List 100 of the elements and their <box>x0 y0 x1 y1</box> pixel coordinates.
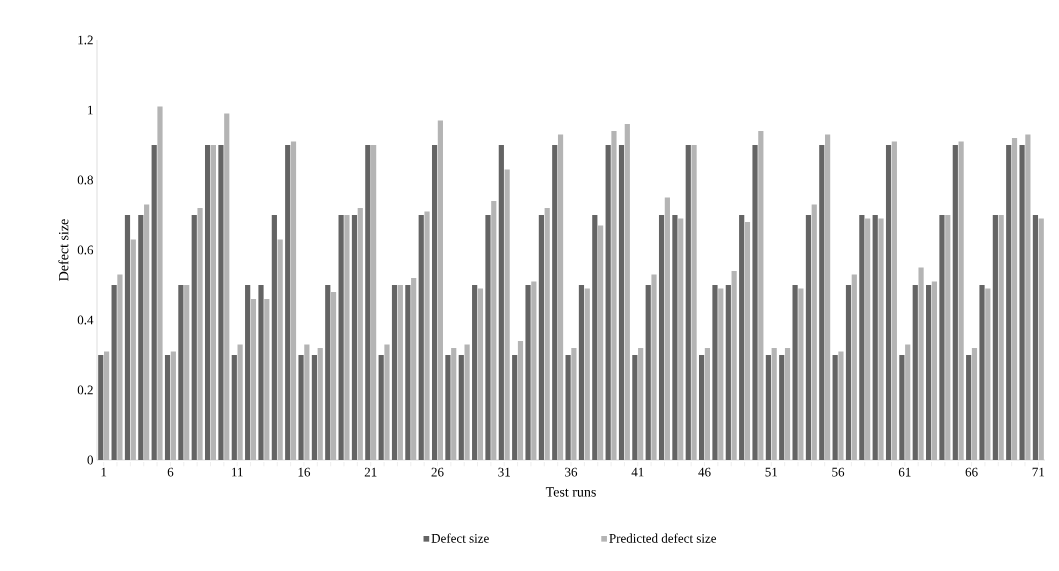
bar <box>351 215 358 460</box>
bar <box>517 341 524 460</box>
bar <box>491 201 497 460</box>
bar <box>912 285 918 460</box>
bar <box>464 344 470 460</box>
bar <box>611 131 617 460</box>
bar <box>504 169 510 460</box>
bar <box>878 218 884 460</box>
bar <box>237 344 243 460</box>
bar <box>512 355 518 460</box>
bar <box>685 145 691 460</box>
bar <box>1019 145 1025 460</box>
bar <box>264 299 270 460</box>
bar <box>498 145 504 460</box>
bar <box>851 274 857 460</box>
bar <box>103 351 110 460</box>
bar <box>918 267 924 460</box>
bar <box>651 274 657 460</box>
bar <box>678 218 684 460</box>
bar <box>811 204 817 460</box>
bar <box>725 285 731 460</box>
bar <box>718 288 724 460</box>
bar <box>752 145 758 460</box>
bar <box>311 355 318 460</box>
bar <box>658 215 665 460</box>
bar <box>859 215 865 460</box>
x-tick-label: 26 <box>431 467 444 477</box>
bar <box>592 215 598 460</box>
bar <box>544 208 550 460</box>
bar <box>712 285 718 460</box>
bar <box>290 141 297 460</box>
bar <box>865 218 871 460</box>
bar <box>304 344 310 460</box>
bar <box>205 145 211 460</box>
x-tick-label: 1 <box>101 467 107 477</box>
bar <box>391 285 398 460</box>
bar <box>931 281 938 460</box>
bar <box>170 351 176 460</box>
bar <box>1011 138 1018 460</box>
bar <box>744 222 751 460</box>
legend-label: Defect size <box>431 533 489 543</box>
bar <box>598 225 604 460</box>
bar <box>151 145 157 460</box>
bar <box>111 285 117 460</box>
bar <box>731 271 737 460</box>
bar <box>317 348 323 460</box>
bar <box>845 285 852 460</box>
bar <box>872 215 878 460</box>
x-tick-label: 66 <box>965 467 978 477</box>
x-tick-label: 6 <box>167 467 174 477</box>
bar <box>184 285 190 460</box>
bar <box>992 215 998 460</box>
x-tick-label: 71 <box>1032 467 1045 477</box>
bar <box>411 278 417 460</box>
bar <box>271 215 277 460</box>
bar <box>424 211 430 460</box>
bar <box>899 355 905 460</box>
bar <box>338 215 344 460</box>
bar <box>525 285 531 460</box>
bar <box>178 285 184 460</box>
bar <box>945 215 951 460</box>
bar <box>1038 218 1044 460</box>
bar <box>565 355 571 460</box>
bar <box>164 355 171 460</box>
bar <box>418 215 424 460</box>
bar <box>672 215 678 460</box>
bar <box>285 145 291 460</box>
bar <box>557 134 564 460</box>
bar <box>699 355 705 460</box>
bar <box>891 141 897 460</box>
bar <box>245 285 251 460</box>
bar <box>538 215 544 460</box>
bar <box>277 239 283 460</box>
bar <box>445 355 451 460</box>
bar <box>825 134 831 460</box>
bar <box>157 106 163 460</box>
y-tick-label: 0.2 <box>77 385 93 395</box>
x-tick-label: 31 <box>498 467 510 477</box>
bar <box>578 285 585 460</box>
bar <box>739 215 745 460</box>
bar <box>531 281 537 460</box>
y-tick-label: 1 <box>88 105 93 115</box>
bar <box>397 285 403 460</box>
bar <box>571 348 577 460</box>
bar <box>758 131 764 460</box>
x-tick-label: 36 <box>565 467 578 477</box>
bar <box>704 348 711 460</box>
bar <box>645 285 651 460</box>
x-axis-title: Test runs <box>545 487 596 497</box>
bar <box>365 145 371 460</box>
bar <box>472 285 478 460</box>
bar <box>378 355 384 460</box>
bar <box>792 285 798 460</box>
bar <box>485 215 491 460</box>
bar <box>1025 134 1031 460</box>
bar <box>584 288 590 460</box>
y-tick-label: 1.2 <box>78 35 93 45</box>
bar <box>765 355 771 460</box>
bar <box>958 141 964 460</box>
bar <box>231 355 237 460</box>
